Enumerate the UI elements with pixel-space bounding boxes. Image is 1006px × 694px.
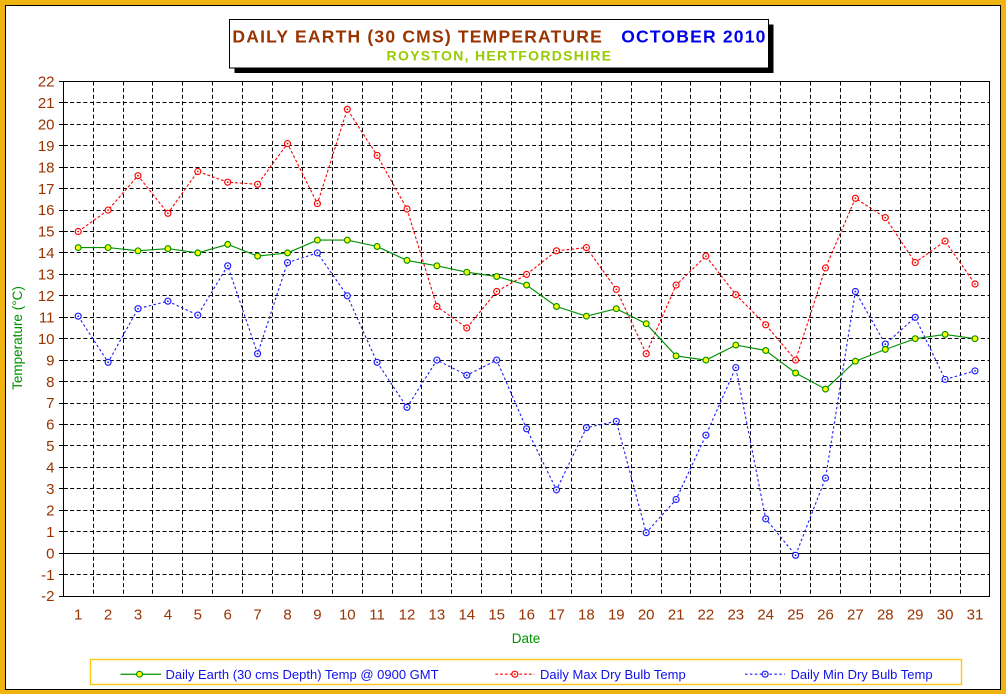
svg-text:19: 19 [38,138,55,155]
svg-text:Daily Max Dry Bulb Temp: Daily Max Dry Bulb Temp [540,667,686,682]
svg-text:12: 12 [38,288,55,305]
svg-text:Daily Earth (30 cms Depth) Tem: Daily Earth (30 cms Depth) Temp @ 0900 G… [166,667,439,682]
svg-text:26: 26 [817,607,834,624]
svg-text:16: 16 [518,607,535,624]
svg-text:13: 13 [429,607,446,624]
svg-text:19: 19 [608,607,625,624]
svg-text:20: 20 [638,607,655,624]
svg-text:30: 30 [937,607,954,624]
svg-text:13: 13 [38,267,55,284]
svg-text:6: 6 [46,417,54,434]
svg-text:6: 6 [224,607,232,624]
svg-text:2: 2 [104,607,112,624]
svg-text:29: 29 [907,607,924,624]
svg-text:Date: Date [512,631,541,646]
svg-text:-1: -1 [41,567,54,584]
svg-text:Daily Min Dry Bulb Temp: Daily Min Dry Bulb Temp [791,667,933,682]
svg-text:3: 3 [134,607,142,624]
svg-text:3: 3 [46,481,54,498]
svg-text:22: 22 [38,74,55,91]
svg-text:15: 15 [38,224,55,241]
svg-text:Temperature (°C): Temperature (°C) [10,286,25,390]
svg-text:2: 2 [46,502,54,519]
svg-text:5: 5 [194,607,202,624]
svg-text:DAILY EARTH (30 CMS) TEMPERATU: DAILY EARTH (30 CMS) TEMPERATURE OCTOBER… [232,27,766,47]
svg-text:11: 11 [369,607,385,624]
svg-text:21: 21 [38,95,55,112]
svg-text:14: 14 [458,607,475,624]
svg-text:4: 4 [46,460,54,477]
svg-text:15: 15 [488,607,505,624]
svg-text:21: 21 [668,607,685,624]
svg-text:23: 23 [727,607,744,624]
svg-text:18: 18 [578,607,595,624]
svg-text:-2: -2 [41,588,54,605]
svg-text:1: 1 [74,607,82,624]
svg-text:7: 7 [253,607,261,624]
svg-text:10: 10 [38,331,55,348]
svg-text:7: 7 [46,395,54,412]
svg-text:27: 27 [847,607,864,624]
svg-text:8: 8 [46,374,54,391]
svg-text:22: 22 [698,607,715,624]
svg-text:8: 8 [283,607,291,624]
svg-text:12: 12 [399,607,416,624]
svg-text:5: 5 [46,438,54,455]
svg-text:28: 28 [877,607,894,624]
svg-text:4: 4 [164,607,172,624]
svg-text:17: 17 [38,181,55,198]
svg-text:0: 0 [46,545,54,562]
svg-text:17: 17 [548,607,565,624]
svg-text:18: 18 [38,159,55,176]
svg-text:9: 9 [313,607,321,624]
svg-text:25: 25 [787,607,804,624]
svg-text:10: 10 [339,607,356,624]
svg-text:1: 1 [46,524,54,541]
svg-text:11: 11 [39,310,55,327]
svg-text:ROYSTON, HERTFORDSHIRE: ROYSTON, HERTFORDSHIRE [387,48,613,64]
svg-text:24: 24 [757,607,774,624]
svg-text:14: 14 [38,245,55,262]
svg-text:31: 31 [967,607,984,624]
svg-text:20: 20 [38,117,55,134]
svg-text:16: 16 [38,202,55,219]
svg-text:9: 9 [46,352,54,369]
